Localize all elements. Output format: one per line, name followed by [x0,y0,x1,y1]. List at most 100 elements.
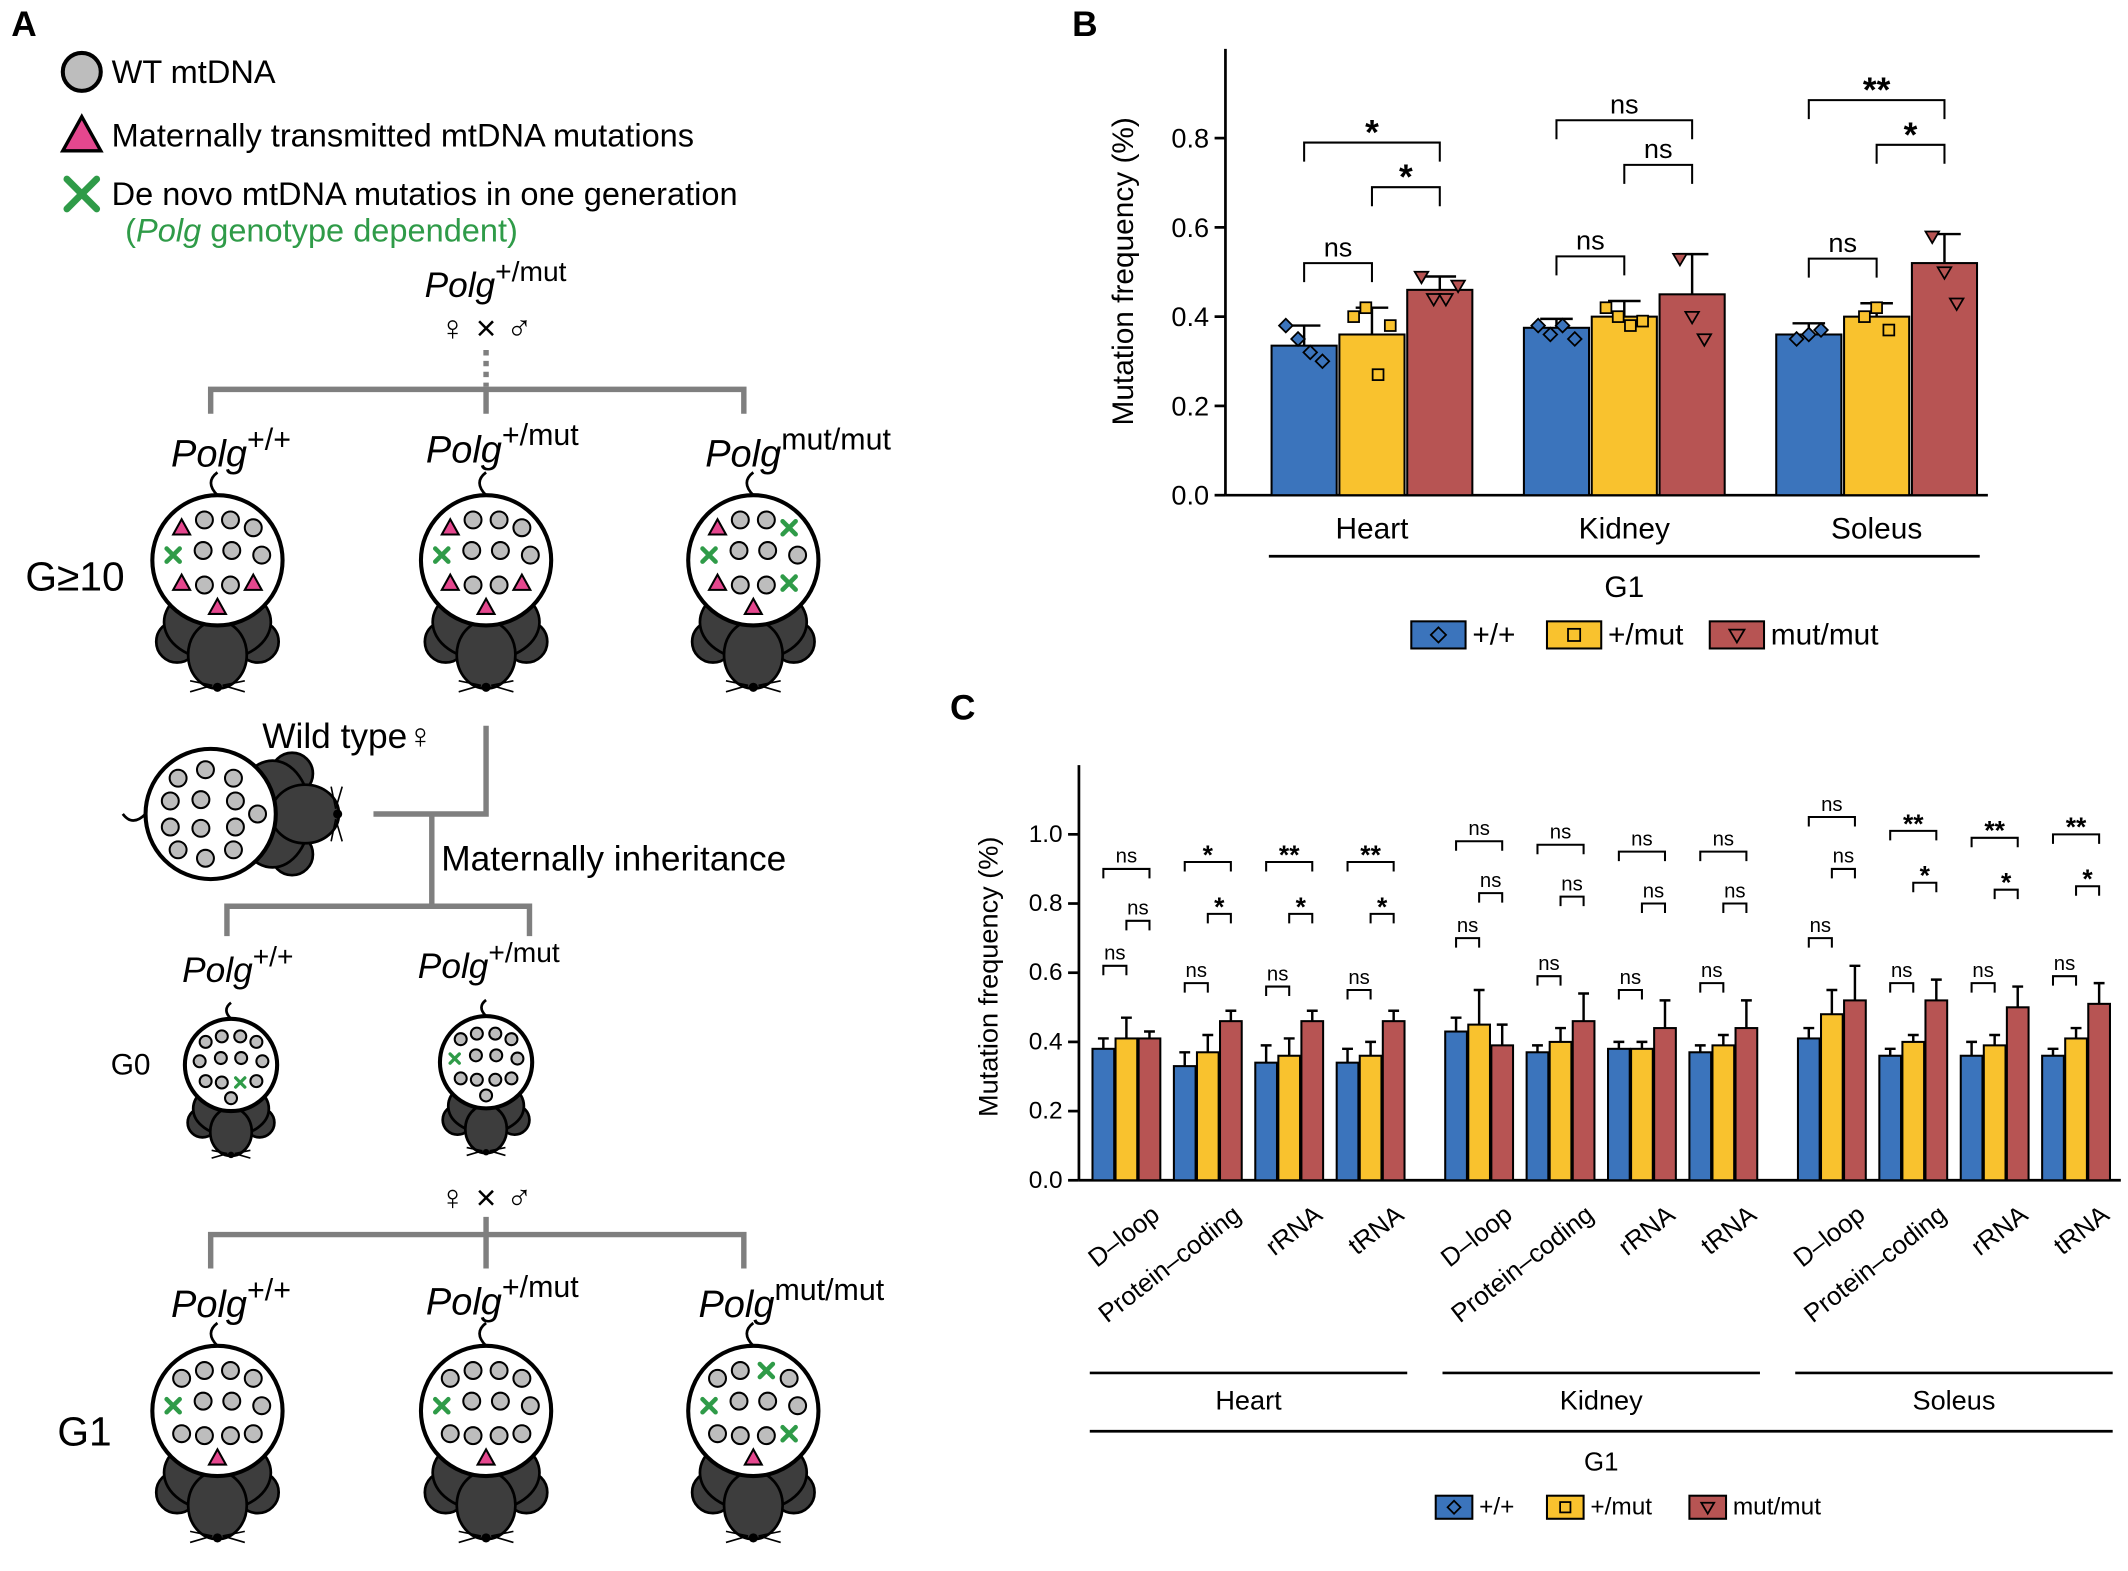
maternal-mutation [743,1447,764,1466]
data-point [1683,311,1701,326]
significance-bracket [2051,975,2078,986]
mouse-whisker [330,786,337,809]
mouse-nose [748,1533,758,1543]
y-tick-label: 0.8 [1171,123,1209,154]
wt-mtdna [220,575,240,595]
mouse [686,1321,821,1544]
de-novo-mutation [700,546,718,564]
data-point [1566,330,1583,347]
wt-mtdna [729,541,749,561]
x-tick-label: Protein–coding [1446,1200,1599,1328]
significance-label: ns [1828,227,1857,258]
significance-label: ns [1267,963,1288,985]
mouse-whisker [758,1530,781,1537]
data-point [1636,314,1649,328]
generation-label: G0 [111,1048,151,1081]
mouse-tail [480,998,488,1018]
significance-bracket [1288,912,1314,924]
significance-bracket [1699,850,1748,862]
mouse-tail [745,471,755,497]
data-point [1302,344,1319,361]
wt-mtdna [198,1074,213,1089]
genotype-label: Polgmut/mut [705,422,891,475]
error-bar [1826,988,1838,1015]
mouse-whisker [725,1530,749,1537]
bar [1688,1051,1713,1182]
significance-bracket [1536,843,1585,855]
wt-mtdna [489,1426,509,1446]
genotype: +/mut [502,418,579,452]
bar [2005,1006,2030,1182]
bar [1590,315,1658,497]
error-bar [2047,1047,2059,1056]
mouse-head [722,619,784,690]
data-point [1554,317,1571,334]
wt-mtdna [194,1361,214,1381]
gene-name: Polg [418,946,489,985]
error-bar [1144,1030,1155,1039]
significance-label: ** [1984,816,2005,846]
significance-bracket [1807,99,1946,120]
mouse-whisker [189,1530,213,1537]
mouse-nose [227,1151,235,1159]
significance-bracket [1970,836,2019,848]
wt-mtdna [172,1368,192,1388]
wt-mtdna [462,541,482,561]
error-bar [1907,1033,1919,1042]
pedigree-line [207,1216,747,1269]
significance-label: ns [1457,915,1478,937]
mouse-tail [478,471,488,497]
wt-mtdna [249,1034,264,1049]
error-bar [1283,1037,1295,1056]
mouse-head [186,1470,249,1541]
mouse-whisker [466,1146,483,1152]
group-label: Heart [1215,1385,1282,1416]
bar [1137,1037,1162,1182]
wt-mtdna [255,1054,270,1069]
gene-name: Polg [171,1284,247,1326]
legend-label: mut/mut [1771,618,1879,651]
significance-label: ns [1127,898,1148,920]
legend-label: +/+ [1479,1494,1514,1521]
mouse-whisker [489,1146,506,1152]
mouse-tail [121,813,147,822]
gene-name: Polg [182,951,253,990]
wt-mtdna [233,1029,248,1044]
significance-label: ** [1863,71,1891,110]
bar [1734,1027,1759,1182]
significance-label: ns [1972,960,1993,982]
bar [1300,1020,1325,1182]
significance-bracket [1183,982,1209,993]
significance-label: * [1296,892,1307,922]
wt-mtdna [453,1032,468,1047]
wt-mtdna [479,1088,494,1103]
mouse-head [722,1470,784,1541]
significance-label: * [1920,861,1931,891]
data-point [1530,317,1547,334]
genotype-label: Polg+/+ [182,940,293,990]
significance-bracket [1912,881,1938,893]
mouse [150,471,285,693]
de-novo-mutation [164,546,182,564]
error-bar [1532,1044,1543,1053]
data-point [1788,330,1805,347]
legend-text-part: ( [125,213,136,249]
data-point [1800,326,1817,343]
data-point [1437,293,1455,308]
error-bar [1636,1040,1648,1049]
x-tick-label: Protein–coding [1799,1200,1952,1328]
generation-label: G≥10 [25,554,124,600]
significance-bracket [1125,919,1151,931]
maternal-mutation [440,572,461,591]
wt-mtdna [468,1048,483,1063]
error-bar [1097,1037,1109,1049]
significance-bracket [1370,186,1441,207]
significance-bracket [1807,816,1856,827]
wt-mtdna [504,1071,519,1086]
maternal-mutation [59,113,104,153]
data-point [1936,266,1953,281]
genotype: mut/mut [774,1273,884,1307]
significance-label: ns [1324,231,1353,262]
significance-bracket [1617,850,1667,862]
error-bar [1260,1044,1272,1063]
